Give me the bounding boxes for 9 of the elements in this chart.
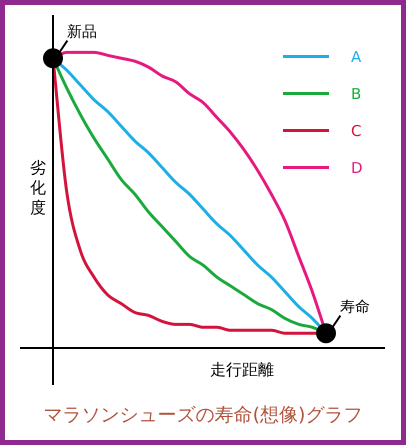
y-axis-title: 劣化度 [30,158,47,218]
x-axis-title: 走行距離 [210,360,274,381]
text: マラソンシューズの寿命(想像)グラフ [42,403,364,428]
text: 新品 [67,22,97,41]
legend-label: C [351,122,362,140]
text: 寿命 [340,298,370,316]
legend-label: B [351,84,362,102]
legend-label: D [351,158,363,176]
legend-label: A [351,48,362,66]
